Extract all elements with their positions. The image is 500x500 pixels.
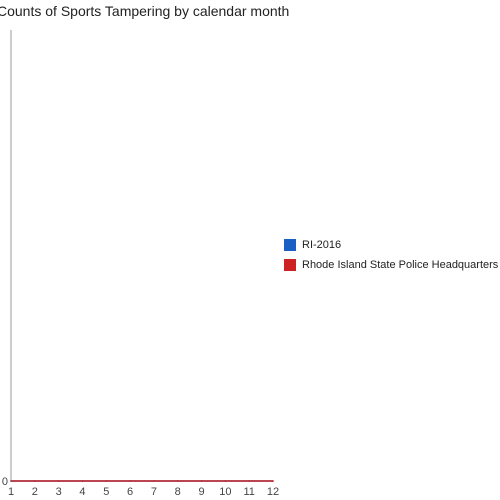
series-1-point [105,480,108,482]
x-tick-label: 4 [79,486,85,498]
x-tick-label: 8 [175,486,181,498]
y-axis-ticks: 0 [2,476,8,488]
series-1-point [248,480,250,482]
legend-label-ri-2016: RI-2016 [302,239,342,251]
series-1-point [272,480,274,482]
series-layer [10,480,274,482]
x-tick-label: 9 [198,486,204,498]
series-1-point [153,480,155,482]
series-1-point [10,480,12,482]
x-tick-label: 3 [56,486,62,498]
series-1-point [81,480,84,482]
legend-item-state-police-hq[interactable]: Rhode Island State Police Headquarters [284,258,498,272]
series-1-point [176,480,179,482]
series-1-point [129,480,131,482]
series-1-point [224,480,227,482]
x-tick-label: 7 [151,486,157,498]
legend-swatch-state-police-hq [284,259,296,271]
series-1-point [57,480,60,482]
x-tick-label: 1 [8,486,14,498]
x-tick-label: 2 [32,486,38,498]
legend-label-state-police-hq: Rhode Island State Police Headquarters [302,259,499,271]
x-tick-label: 12 [267,486,279,498]
x-tick-label: 10 [219,486,231,498]
x-tick-label: 6 [127,486,133,498]
y-tick-label: 0 [2,476,8,488]
x-tick-label: 11 [243,486,254,498]
legend: RI-2016 Rhode Island State Police Headqu… [284,238,498,278]
legend-swatch-ri-2016 [284,239,296,251]
x-axis-ticks: 1 2 3 4 5 6 7 8 9 10 11 12 [8,486,279,498]
series-1-point [200,480,203,482]
series-1-point [34,480,36,482]
x-tick-label: 5 [103,486,109,498]
legend-item-ri-2016[interactable]: RI-2016 [284,238,498,252]
chart-title: Counts of Sports Tampering by calendar m… [0,3,290,19]
